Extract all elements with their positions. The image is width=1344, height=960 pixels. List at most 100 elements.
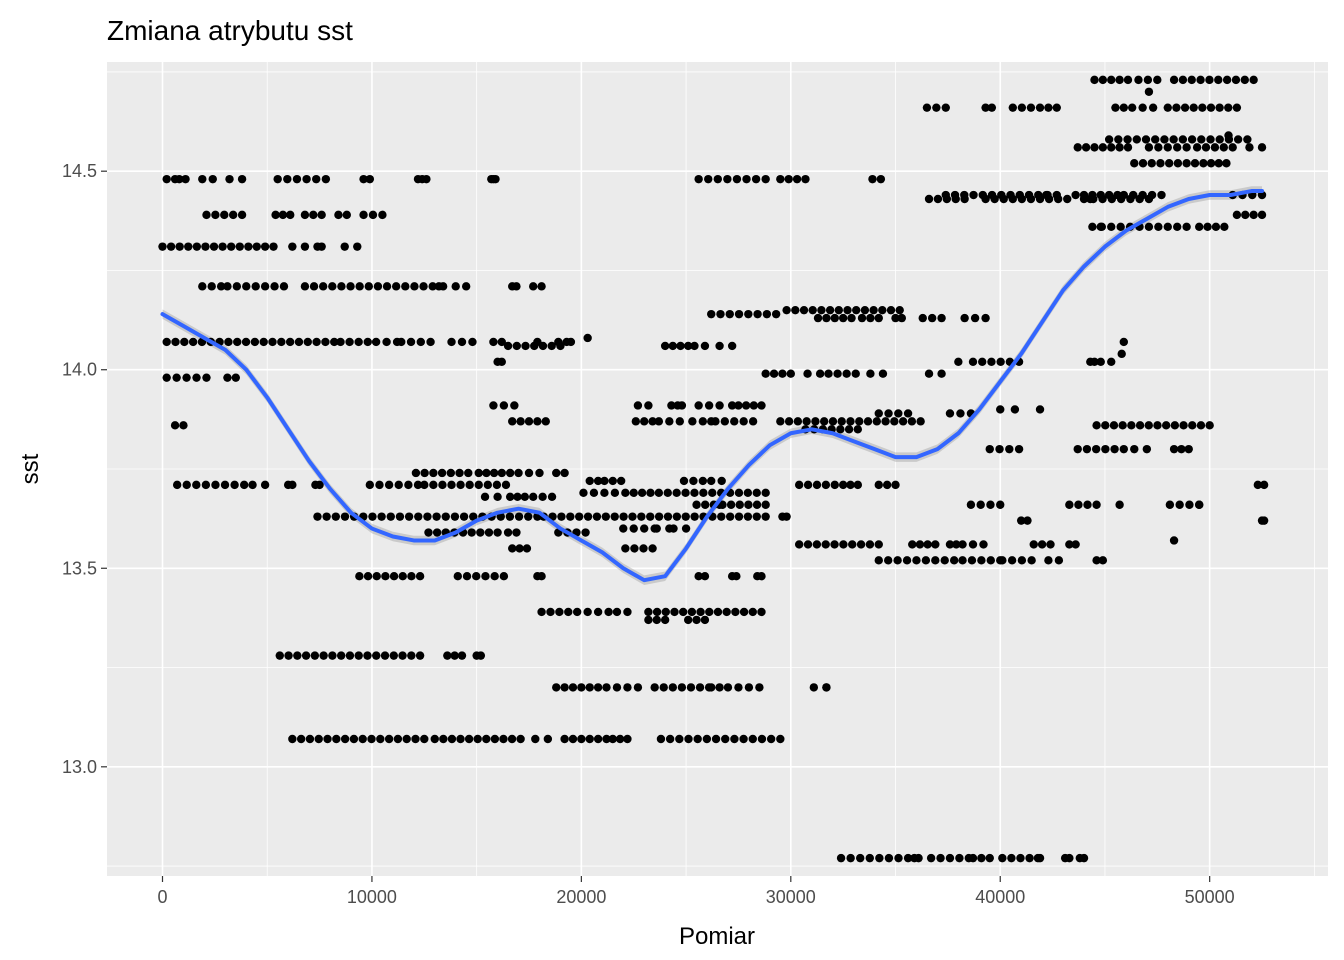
data-point bbox=[237, 210, 247, 220]
data-point bbox=[656, 734, 666, 744]
data-point bbox=[1245, 143, 1254, 152]
data-point bbox=[1211, 222, 1221, 231]
data-point bbox=[940, 556, 949, 565]
data-point bbox=[437, 468, 447, 478]
data-point bbox=[602, 683, 611, 692]
data-point bbox=[465, 480, 474, 490]
data-point bbox=[450, 512, 460, 521]
data-point bbox=[232, 282, 242, 291]
data-point bbox=[1228, 143, 1237, 152]
data-point bbox=[837, 417, 846, 426]
data-point bbox=[808, 305, 817, 315]
data-point bbox=[665, 417, 674, 426]
data-point bbox=[951, 194, 960, 204]
data-point bbox=[323, 734, 332, 744]
x-tick-label: 10000 bbox=[347, 887, 397, 907]
data-point bbox=[936, 853, 945, 863]
data-point bbox=[771, 309, 781, 319]
data-point bbox=[473, 734, 482, 744]
data-point bbox=[162, 174, 171, 184]
data-point bbox=[654, 417, 664, 426]
data-point bbox=[593, 683, 603, 692]
data-point bbox=[364, 282, 373, 291]
data-point bbox=[365, 174, 375, 184]
data-point bbox=[1243, 135, 1252, 144]
data-point bbox=[757, 572, 766, 581]
data-point bbox=[389, 572, 399, 581]
data-point bbox=[688, 417, 697, 426]
data-point bbox=[842, 369, 851, 378]
data-point bbox=[732, 572, 741, 581]
data-point bbox=[1198, 103, 1207, 112]
data-point bbox=[1029, 540, 1038, 549]
data-point bbox=[1107, 222, 1116, 231]
data-point bbox=[464, 468, 473, 478]
data-point bbox=[791, 305, 800, 315]
data-point bbox=[654, 488, 664, 498]
data-point bbox=[699, 488, 708, 498]
data-point bbox=[734, 488, 744, 498]
data-point bbox=[1192, 143, 1202, 152]
data-point bbox=[1169, 75, 1179, 85]
y-tick-label: 13.0 bbox=[62, 757, 97, 777]
data-point bbox=[866, 369, 875, 378]
data-point bbox=[529, 282, 538, 291]
data-point bbox=[288, 734, 297, 744]
data-point bbox=[1035, 853, 1045, 863]
data-point bbox=[415, 572, 425, 581]
data-point bbox=[1023, 516, 1032, 525]
data-point bbox=[579, 488, 588, 498]
data-point bbox=[720, 417, 730, 426]
data-point bbox=[660, 615, 670, 625]
data-point bbox=[734, 401, 743, 410]
data-point bbox=[748, 417, 758, 426]
data-point bbox=[739, 607, 749, 617]
data-point bbox=[334, 210, 343, 220]
data-point bbox=[1182, 159, 1191, 168]
data-point bbox=[1035, 194, 1045, 204]
data-point bbox=[825, 305, 835, 315]
data-point bbox=[803, 540, 813, 549]
data-point bbox=[1119, 337, 1129, 347]
data-point bbox=[679, 476, 689, 486]
data-point bbox=[752, 488, 761, 498]
data-point bbox=[1187, 75, 1196, 85]
data-point bbox=[686, 683, 696, 692]
data-point bbox=[198, 174, 207, 184]
data-point bbox=[684, 734, 693, 744]
data-point bbox=[585, 734, 594, 744]
data-point bbox=[300, 282, 310, 291]
data-point bbox=[271, 210, 280, 220]
data-point bbox=[447, 734, 457, 744]
data-point bbox=[600, 476, 609, 486]
data-point bbox=[430, 734, 439, 744]
data-point bbox=[1035, 405, 1045, 414]
data-point bbox=[368, 512, 377, 521]
data-point bbox=[493, 492, 502, 501]
data-point bbox=[1241, 210, 1250, 220]
data-point bbox=[1116, 222, 1125, 231]
data-point bbox=[443, 651, 452, 660]
data-point bbox=[600, 488, 609, 498]
data-point bbox=[876, 174, 886, 184]
data-point bbox=[654, 512, 664, 521]
data-point bbox=[172, 373, 181, 382]
data-point bbox=[1127, 103, 1137, 112]
data-point bbox=[809, 683, 819, 692]
data-point bbox=[923, 540, 932, 549]
data-point bbox=[441, 512, 450, 521]
data-point bbox=[794, 480, 804, 490]
data-point bbox=[978, 357, 987, 366]
data-point bbox=[1092, 500, 1101, 509]
data-point bbox=[874, 313, 883, 323]
data-point bbox=[312, 337, 321, 347]
data-point bbox=[181, 174, 190, 184]
data-point bbox=[715, 341, 724, 351]
data-point bbox=[244, 242, 253, 251]
data-point bbox=[513, 492, 522, 501]
data-point bbox=[707, 476, 716, 486]
data-point bbox=[949, 556, 959, 565]
data-point bbox=[1173, 143, 1182, 152]
data-point bbox=[428, 282, 437, 291]
data-point bbox=[1154, 143, 1163, 152]
